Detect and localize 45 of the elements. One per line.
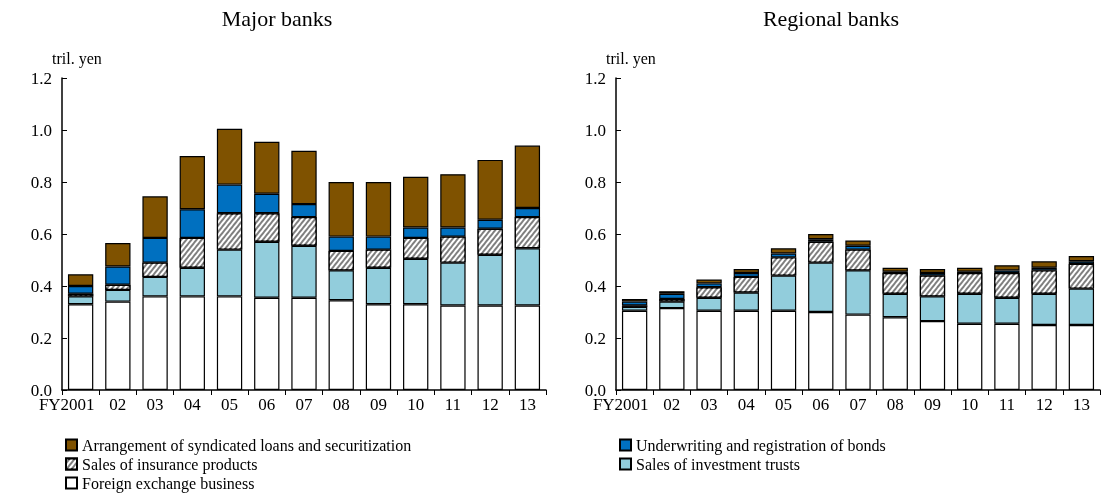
y-axis-title: tril. yen [606, 49, 656, 68]
x-tick-label: 12 [481, 395, 499, 414]
x-tick-label: 11 [444, 395, 462, 414]
x-tick-label: 02 [663, 395, 681, 414]
y-tick-label: 0.8 [30, 172, 52, 192]
y-tick-label: 1.0 [584, 120, 606, 140]
chart-title: Regional banks [762, 5, 900, 31]
x-tick-label: 08 [332, 395, 350, 414]
legend-label: Foreign exchange business [82, 474, 255, 493]
x-tick-label: 06 [258, 395, 276, 414]
x-tick-label: 05 [775, 395, 793, 414]
y-tick-label: 0.6 [30, 224, 52, 244]
y-axis-title: tril. yen [52, 49, 102, 68]
x-tick-label: 12 [1035, 395, 1053, 414]
x-tick-label: 05 [221, 395, 239, 414]
x-tick-label: 10 [961, 395, 979, 414]
x-tick-label: 11 [998, 395, 1016, 414]
legend-label: Underwriting and registration of bonds [636, 436, 886, 455]
x-tick-label: 04 [737, 395, 756, 414]
legend-label: Sales of insurance products [82, 455, 258, 474]
x-tick-label: 07 [849, 395, 867, 414]
x-tick-label: 09 [923, 395, 941, 414]
y-tick-label: 0.4 [30, 276, 53, 296]
y-tick-label: 0.2 [30, 328, 52, 348]
x-tick-label: 06 [812, 395, 830, 414]
x-tick-label: 10 [407, 395, 425, 414]
y-tick-label: 1.0 [30, 120, 52, 140]
x-tick-label: 08 [886, 395, 904, 414]
y-tick-label: 0.4 [584, 276, 607, 296]
x-tick-label: 09 [369, 395, 387, 414]
x-tick-label: 02 [109, 395, 127, 414]
chart-title: Major banks [221, 5, 333, 31]
x-tick-label: 03 [146, 395, 164, 414]
y-tick-label: 1.2 [30, 68, 52, 88]
y-tick-label: 1.2 [584, 68, 606, 88]
x-tick-label: 13 [518, 395, 536, 414]
x-tick-label: 04 [183, 395, 202, 414]
y-tick-label: 0.2 [584, 328, 606, 348]
y-tick-label: 0.8 [584, 172, 606, 192]
x-tick-label: 07 [295, 395, 313, 414]
y-tick-label: 0.6 [584, 224, 606, 244]
legend-label: Arrangement of syndicated loans and securitization [82, 436, 412, 455]
x-tick-label: 13 [1072, 395, 1090, 414]
x-tick-label: 03 [700, 395, 718, 414]
legend-label: Sales of investment trusts [636, 455, 800, 473]
